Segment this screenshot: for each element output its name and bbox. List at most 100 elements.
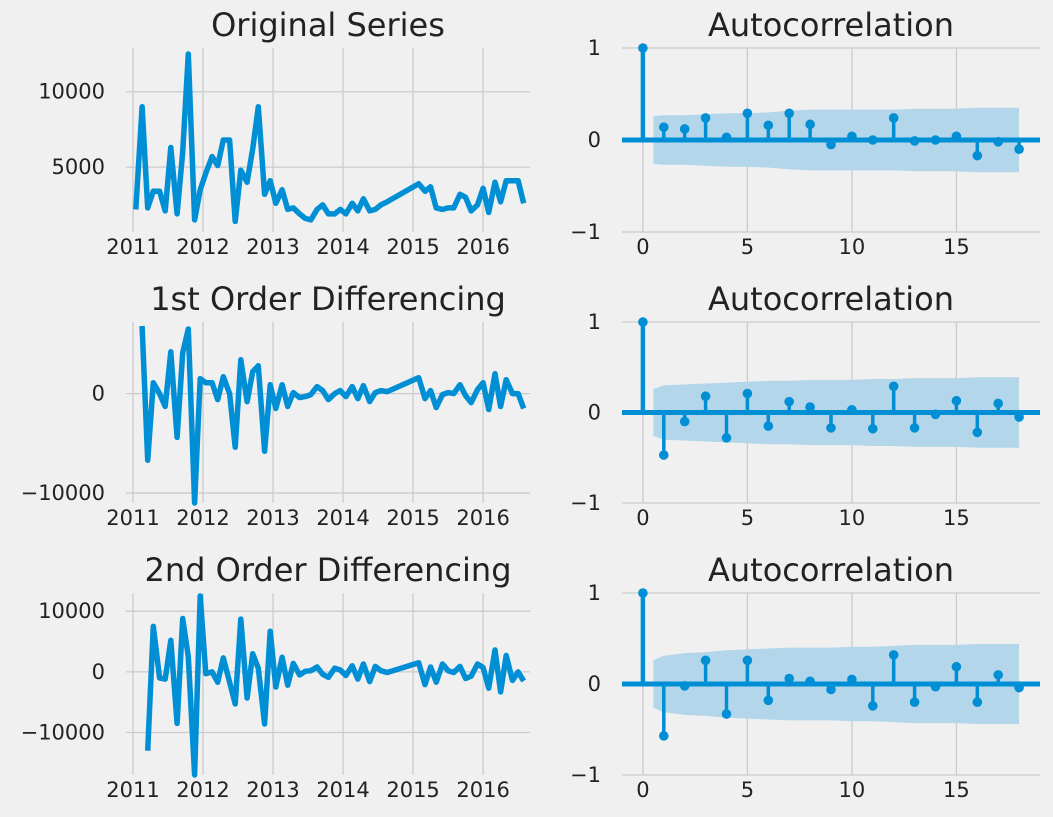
x-tick-label: 5 — [741, 778, 754, 802]
series-line — [139, 325, 527, 506]
acf-marker — [888, 650, 899, 660]
x-tick-label: 2011 — [106, 506, 159, 530]
subplot-1: Original Series 2011 2012 2013 2014 2015 2016 5… — [38, 6, 530, 259]
x-tick-label: 2011 — [106, 235, 159, 259]
acf-marker — [784, 396, 794, 407]
acf-marker — [721, 433, 732, 443]
x-tick-label: 5 — [741, 235, 754, 259]
subplot-4: Autocorrelation 0 5 10 15 −1 0 1 — [570, 280, 1040, 530]
x-tick-label: 10 — [839, 506, 866, 530]
acf-marker — [763, 695, 774, 706]
acf-marker — [868, 701, 878, 711]
x-tick-label: 2016 — [456, 235, 509, 259]
y-tick-label: 5000 — [52, 155, 105, 179]
acf-marker — [805, 676, 815, 687]
x-tick-label: 15 — [943, 235, 970, 259]
acf-marker — [826, 139, 836, 150]
x-tick-label: 2014 — [316, 506, 369, 530]
acf-marker — [784, 108, 794, 119]
x-tick-label: 15 — [943, 778, 970, 802]
acf-marker — [868, 423, 878, 434]
acf-marker — [993, 137, 1003, 147]
acf-marker — [700, 113, 711, 123]
acf-marker — [993, 398, 1003, 409]
acf-marker — [847, 131, 857, 142]
acf-marker — [638, 588, 648, 598]
x-tick-label: 2012 — [176, 506, 229, 530]
acf-marker — [847, 674, 857, 685]
x-tick-label: 0 — [636, 778, 649, 802]
chart-title: Original Series — [211, 6, 445, 44]
y-tick-label: 10000 — [38, 80, 105, 104]
subplot-3: 1st Order Differencing 2011 2012 2013 2014 20… — [21, 280, 530, 530]
acf-marker — [868, 135, 878, 145]
y-tick-label: 1 — [588, 581, 601, 605]
chart-title: Autocorrelation — [708, 6, 954, 44]
acf-marker — [909, 697, 920, 707]
acf-marker — [972, 697, 983, 707]
y-tick-label: 0 — [588, 672, 601, 696]
x-tick-label: 15 — [943, 506, 970, 530]
acf-marker — [700, 391, 711, 402]
acf-marker — [784, 673, 794, 684]
x-tick-label: 2015 — [386, 506, 439, 530]
y-tick-label: 0 — [588, 128, 601, 152]
y-tick-label: 0 — [92, 382, 105, 406]
acf-marker — [805, 402, 815, 412]
acf-marker — [826, 684, 836, 695]
acf-marker — [742, 108, 753, 119]
acf-marker — [1014, 682, 1024, 693]
chart-title: 2nd Order Differencing — [145, 551, 512, 589]
y-tick-label: −1 — [570, 491, 601, 515]
x-tick-label: 0 — [636, 235, 649, 259]
y-tick-label: 1 — [588, 36, 601, 60]
acf-marker — [951, 131, 962, 142]
acf-marker — [951, 661, 962, 672]
x-tick-label: 2016 — [456, 506, 509, 530]
y-tick-label: 0 — [588, 401, 601, 425]
x-tick-label: 2016 — [456, 778, 509, 802]
y-tick-label: 10000 — [38, 599, 105, 623]
chart-title: Autocorrelation — [708, 280, 954, 318]
chart-title: 1st Order Differencing — [150, 280, 506, 318]
acf-marker — [909, 136, 920, 146]
y-tick-label: −1 — [570, 763, 601, 787]
y-tick-label: 0 — [92, 660, 105, 684]
subplot-6: Autocorrelation 0 5 10 15 −1 0 1 — [570, 551, 1040, 802]
series-line — [144, 593, 527, 778]
y-tick-label: −10000 — [21, 481, 105, 505]
acf-marker — [993, 670, 1003, 680]
y-tick-label: −1 — [570, 220, 601, 244]
acf-marker — [638, 317, 648, 327]
acf-marker — [888, 381, 899, 392]
x-tick-label: 0 — [636, 506, 649, 530]
acf-marker — [659, 450, 669, 460]
acf-marker — [659, 731, 669, 741]
x-tick-label: 10 — [839, 778, 866, 802]
y-tick-label: 1 — [588, 310, 601, 334]
x-tick-label: 2014 — [316, 235, 369, 259]
x-tick-label: 2015 — [386, 778, 439, 802]
acf-marker — [847, 404, 857, 415]
acf-marker — [763, 421, 774, 431]
acf-marker — [826, 423, 836, 433]
x-tick-label: 10 — [839, 235, 866, 259]
acf-marker — [930, 135, 941, 145]
series-line — [133, 51, 527, 225]
x-tick-label: 2013 — [246, 778, 299, 802]
subplot-5: 2nd Order Differencing 2011 2012 2013 2014 20… — [21, 551, 530, 802]
acf-marker — [909, 423, 920, 433]
acf-marker — [659, 122, 669, 132]
subplot-2: Autocorrelation 0 5 10 15 −1 0 1 — [570, 6, 1040, 259]
x-tick-label: 2015 — [386, 235, 439, 259]
x-tick-label: 2012 — [176, 778, 229, 802]
acf-marker — [700, 655, 711, 666]
acf-marker — [972, 427, 983, 438]
acf-marker — [721, 132, 732, 143]
x-tick-label: 2014 — [316, 778, 369, 802]
acf-marker — [930, 409, 941, 420]
x-tick-label: 2013 — [246, 235, 299, 259]
acf-marker — [742, 388, 753, 399]
